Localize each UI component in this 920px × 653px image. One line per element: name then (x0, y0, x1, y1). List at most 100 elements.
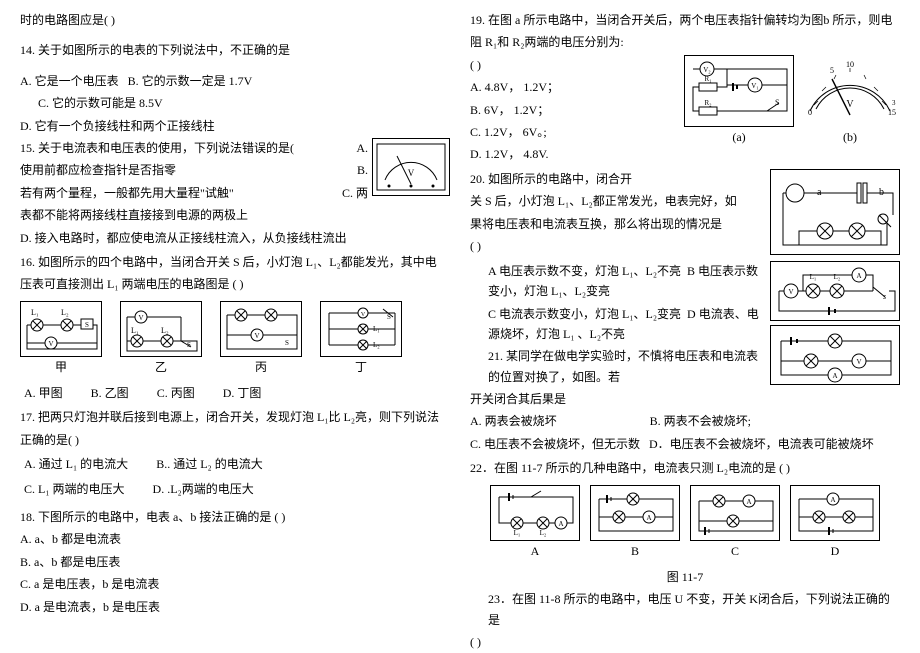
svg-text:V: V (48, 340, 53, 348)
q16-options: A. 甲图 B. 乙图 C. 丙图 D. 丁图 (24, 383, 450, 403)
q19-fig-b: 0 5 10 15 3 V (b) (800, 55, 900, 147)
q18-optB: B. a、b 都是电压表 (20, 552, 450, 572)
q22-label-b: B (590, 541, 680, 561)
q17-opts-ab: A. 通过 L₁ 的电流大 B.. 通过 L₂ 的电流大 (24, 454, 450, 474)
q22-fig-b: A B (590, 485, 680, 561)
q16-label-yi: 乙 (120, 357, 202, 377)
q15-meter-figure: V (372, 138, 450, 196)
svg-text:A: A (830, 496, 835, 504)
q16-stem2: 压表可直接测出 L₁ 两端电压的电路图是 ( ) (20, 274, 450, 294)
q21-opts-ab: A. 两表会被烧坏 B. 两表不会被烧坏; (470, 411, 900, 431)
svg-text:L₁: L₁ (31, 308, 39, 317)
right-column: 19. 在图 a 所示电路中，当闭合开关后，两个电压表指针偏转均为图b 所示，则… (460, 8, 910, 643)
svg-text:L₂: L₂ (834, 273, 841, 281)
q15-stem: 15. 关于电流表和电压表的使用，下列说法错误的是( (20, 141, 294, 155)
q22-label-d: D (790, 541, 880, 561)
svg-text:A: A (746, 498, 751, 506)
q21-optD: D．电压表不会被烧坏，电流表可能被烧坏 (649, 437, 874, 451)
svg-text:15: 15 (888, 108, 896, 117)
q17-optD: D. .L₂两端的电压大 (153, 479, 254, 499)
q17-stem1: 17. 把两只灯泡并联后接到电源上，闭合开关，发现灯泡 L₁比 L₂亮，则下列说… (20, 407, 450, 427)
q16-fig-yi: VL₁L₂S 乙 (120, 301, 202, 377)
svg-text:L₁: L₁ (514, 529, 521, 537)
q16-optD: D. 丁图 (223, 383, 262, 403)
svg-text:A: A (558, 520, 563, 528)
svg-text:V: V (254, 332, 259, 340)
q14-optA-B: A. 它是一个电压表 B. 它的示数一定是 1.7V (20, 71, 450, 91)
svg-text:V₂: V₂ (703, 66, 711, 74)
q14-optA: A. 它是一个电压表 (20, 74, 119, 88)
svg-text:V: V (856, 358, 861, 366)
q21-optB: B. 两表不会被烧坏; (650, 414, 751, 428)
q14-stem: 14. 关于如图所示的电表的下列说法中，不正确的是 (20, 40, 450, 60)
q19-stem2: 阻 R₁和 R₂两端的电压分别为: (470, 32, 900, 52)
q21-stem2: 开关闭合其后果是 (470, 389, 900, 409)
svg-text:5: 5 (830, 66, 834, 75)
svg-text:R₁: R₁ (704, 75, 711, 83)
q19-fig-b-label: (b) (800, 127, 900, 147)
q13-tail: 时的电路图应是( ) (20, 10, 450, 30)
q21-opts-cd: C. 电压表不会被烧坏，但无示数 D．电压表不会被烧坏，电流表可能被烧坏 (470, 434, 900, 454)
svg-text:L₁: L₁ (810, 273, 817, 281)
q17-optC: C. L₁ 两端的电压大 (24, 479, 125, 499)
svg-text:V: V (788, 288, 793, 296)
left-column: 时的电路图应是( ) 14. 关于如图所示的电表的下列说法中，不正确的是 A. … (10, 8, 460, 643)
svg-text:3: 3 (892, 99, 896, 107)
q20-optA: A 电压表示数不变，灯泡 L₁、L₂不亮 (488, 264, 681, 278)
q14-optD: D. 它有一个负接线柱和两个正接线柱 (20, 116, 450, 136)
svg-text:V: V (408, 168, 415, 178)
q15-optC-pre: 表都不能将两接线柱直接接到电源的两极上 (20, 205, 450, 225)
q16-label-bing: 丙 (220, 357, 302, 377)
svg-text:S: S (285, 339, 289, 347)
q15-optC-label: C. 两 (342, 183, 368, 203)
svg-text:L₁: L₁ (131, 326, 139, 335)
svg-text:0: 0 (808, 108, 812, 117)
q19-optD: D. 1.2V， 4.8V. (470, 144, 900, 164)
svg-text:V₁: V₁ (751, 82, 759, 90)
svg-text:A: A (646, 514, 651, 522)
q21-optA: A. 两表会被烧坏 (470, 414, 557, 428)
q16-stem1: 16. 如图所示的四个电路中，当闭合开关 S 后，小灯泡 L₁、L₂都能发光，其… (20, 252, 450, 272)
q16-optA: A. 甲图 (24, 383, 63, 403)
q17-optA: A. 通过 L₁ 的电流大 (24, 454, 128, 474)
q23-paren: ( ) (470, 632, 900, 652)
svg-text:V: V (846, 99, 854, 110)
q16-figures: L₁L₂VS 甲 VL₁L₂S 乙 VS 丙 VL₁L₂S 丁 (20, 301, 450, 377)
q17-stem2: 正确的是( ) (20, 430, 450, 450)
q22-fig-a: L₁ L₂ A A (490, 485, 580, 561)
q20-figure-right: a b (770, 169, 900, 255)
svg-text:L₂: L₂ (61, 308, 69, 317)
q19-fig-a-label: (a) (684, 127, 794, 147)
q21-optC: C. 电压表不会被烧坏，但无示数 (470, 437, 640, 451)
q15-optD: D. 接入电路时，都应使电流从正接线柱流入，从负接线柱流出 (20, 228, 450, 248)
q22-label-c: C (690, 541, 780, 561)
svg-text:L₂: L₂ (161, 326, 169, 335)
svg-text:V: V (361, 312, 366, 318)
svg-text:A: A (832, 372, 837, 380)
q22-caption: 图 11-7 (470, 567, 900, 587)
svg-text:S: S (85, 321, 89, 329)
q22-label-a: A (490, 541, 580, 561)
q14-optC: C. 它的示数可能是 8.5V (20, 93, 450, 113)
q19-fig-a: V₂ V₁ R₁ R₂ S (a) (684, 55, 794, 147)
q18-optD: D. a 是电流表，b 是电压表 (20, 597, 450, 617)
q15-optB-pre: 若有两个量程，一般都先用大量程"试触" (20, 186, 234, 200)
q22-fig-c: A C (690, 485, 780, 561)
q22-stem: 22．在图 11-7 所示的几种电路中，电流表只测 L₂电流的是 ( ) (470, 458, 900, 478)
q16-label-ding: 丁 (320, 357, 402, 377)
q15-optB-label: B. (357, 160, 368, 180)
q22-figures: L₁ L₂ A A A B A C A D (470, 485, 900, 561)
q15-optA-label: A. (356, 138, 368, 158)
q18-optC: C. a 是电压表，b 是电流表 (20, 574, 450, 594)
q22-fig-d: A D (790, 485, 880, 561)
svg-text:10: 10 (846, 60, 854, 69)
svg-text:V: V (138, 314, 143, 322)
q23-stem: 23．在图 11-8 所示的电路中，电压 U 不变，开关 K闭合后，下列说法正确… (470, 589, 900, 630)
q18-stem: 18. 下图所示的电路中，电表 a、b 接法正确的是 ( ) (20, 507, 450, 527)
q17-optB: B.. 通过 L₂ 的电流大 (156, 454, 263, 474)
q16-fig-jia: L₁ L₂ V S 甲 (20, 301, 102, 377)
q14-optB: B. 它的示数一定是 1.7V (128, 74, 253, 88)
svg-text:L₂: L₂ (540, 529, 547, 537)
q16-label-jia: 甲 (20, 357, 102, 377)
q17-opts-cd: C. L₁ 两端的电压大 D. .L₂两端的电压大 (24, 479, 450, 499)
